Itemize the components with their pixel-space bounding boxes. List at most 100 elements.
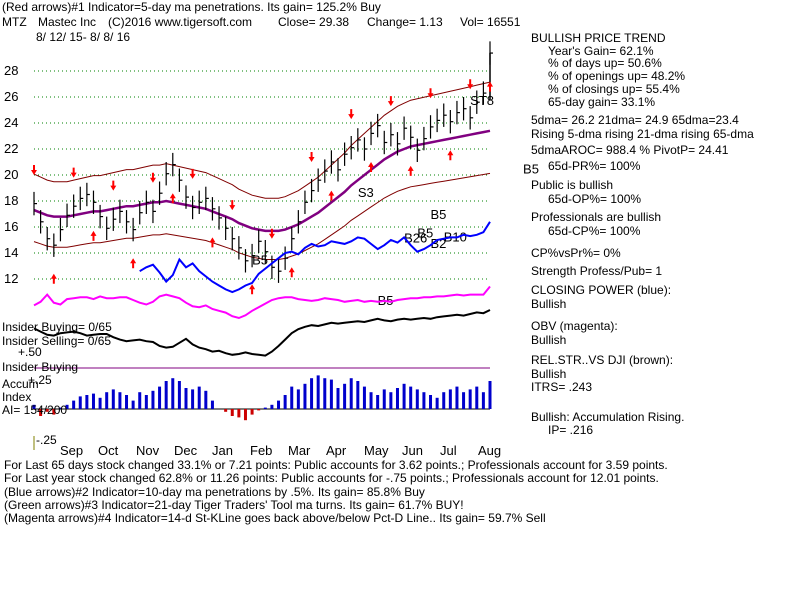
month-label: Apr [326,443,347,458]
price-tick-label: 26 [4,89,18,104]
price-bar [112,207,117,231]
sell-arrow [110,180,117,191]
price-bar [73,194,77,218]
month-label: Jul [440,443,457,458]
price-bar [231,227,236,251]
sell-arrow [268,228,275,239]
indicator2-title: (Blue arrows)#2 Indicator=10-day ma pene… [4,485,425,499]
price-bar [304,190,308,214]
footer-65day-summary: For Last 65 days stock changed 33.1% or … [4,458,668,472]
relative-strength-line [33,309,491,357]
price-bar [370,121,375,146]
strength-profess-pub: Strength Profess/Pub= 1 [531,264,663,278]
signal-label: B5 [252,253,268,268]
buy-arrow [288,267,295,278]
price-tick-label: 18 [4,193,18,208]
date-range: 8/ 12/ 15- 8/ 8/ 16 [36,30,131,44]
price-tick-label: 24 [4,115,18,130]
price-bar [390,123,394,147]
month-axis: Sep Oct Nov Dec Jan Feb Mar Apr May Jun Jul Aug [33,436,501,458]
price-bar [297,210,302,234]
buy-arrow [447,150,454,161]
itrs-value: ITRS= .243 [531,380,593,394]
accum-rising-status: Bullish: Accumulation Rising. [531,410,685,424]
price-axis-ticks: 28 26 24 22 20 18 16 14 12 [4,63,18,286]
obv-line [33,285,491,320]
trading-bands [33,81,491,260]
closing-power-heading: CLOSING POWER (blue): [531,283,672,297]
relstr-heading: REL.STR..VS DJI (brown): [531,353,674,367]
dma-values: 5dma= 26.2 21dma= 24.9 65dma=23.4 [531,113,739,127]
accumulation-histogram [32,375,492,421]
price-bar [79,186,84,211]
price-bar [119,199,123,224]
month-label: Jun [402,443,423,458]
price-tick-label: 12 [4,271,18,286]
accum-plus25-label: +.25 [28,373,52,387]
sell-arrow [31,165,37,175]
price-bar [46,227,51,251]
price-bar [258,229,262,253]
price-bar [416,138,421,162]
indicator1-title: (Red arrows)#1 Indicator=5-day ma penetr… [2,0,381,14]
price-bar [40,210,44,234]
price-bar [165,162,170,186]
signal-label: S3 [358,185,374,200]
price-bar [443,103,447,127]
price-bar [291,227,295,251]
gain-65day: 65-day gain= 33.1% [548,95,656,109]
ticker-symbol: MTZ [2,15,27,29]
close-value: Close= 29.38 [278,15,350,29]
closing-power-line [139,221,491,294]
price-bar [324,159,328,183]
month-label: Aug [478,443,501,458]
price-bar [251,243,256,268]
price-bar [482,81,487,105]
closing-power-path [139,221,491,294]
indicator3-title: (Green arrows)#3 Indicator=21-day Tiger … [4,498,464,512]
op-percent: 65d-OP%= 100% [548,192,642,206]
price-bar [350,136,355,160]
bullish-trend-heading: BULLISH PRICE TREND [531,31,666,45]
insider-buying-count: Insider Buying= 0/65 [2,320,112,334]
price-bar [139,201,143,225]
price-bar [211,197,216,221]
price-bar [145,190,150,214]
price-tick-label: 20 [4,167,18,182]
month-label: Dec [174,443,198,458]
price-bar [317,168,322,192]
signal-label: B26 [404,231,427,246]
copyright-text: (C)2016 www.tigersoft.com [108,15,253,29]
price-bar [92,190,97,214]
volume-value: Vol= 16551 [460,15,521,29]
price-bar [277,259,282,283]
obv-status: Bullish [531,333,567,347]
public-bullish: Public is bullish [531,178,614,192]
buy-arrow [130,258,137,269]
price-tick-label: 22 [4,141,18,156]
price-bar [172,152,176,177]
signal-label: B5 [431,207,447,222]
change-value: Change= 1.13 [367,15,443,29]
signal-arrows [31,79,493,295]
sell-arrow [387,96,394,107]
buy-arrow [90,230,97,241]
price-bar [264,240,269,264]
price-bar [53,233,57,257]
buy-arrow [249,284,256,295]
buy-arrow [328,190,335,201]
price-bar [125,210,130,234]
price-bar [456,100,460,125]
price-bar [284,246,289,270]
obv-plus50-label: +.50 [18,345,42,359]
price-bar [396,132,401,156]
month-label: Nov [136,443,160,458]
sell-arrow [70,167,77,178]
sell-arrow [229,200,236,211]
signal-label: B5 [523,162,539,177]
price-bar [344,142,348,166]
years-gain: Year's Gain= 62.1% [548,44,654,58]
price-tick-label: 14 [4,245,18,260]
